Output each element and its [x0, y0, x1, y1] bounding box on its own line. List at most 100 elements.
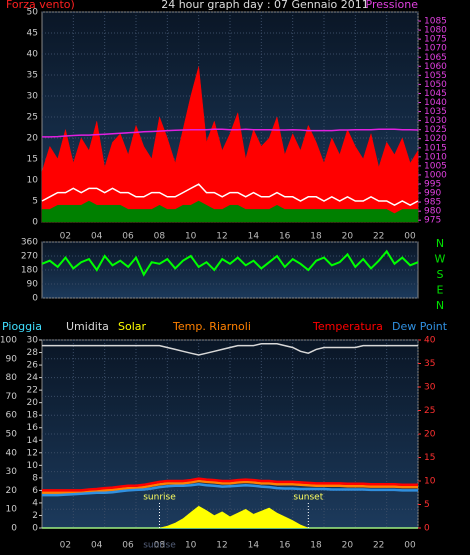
y-tick-label: 25: [27, 113, 38, 123]
y-tick-label: 0: [32, 294, 38, 304]
y-tick-label: 14: [27, 436, 39, 446]
chart-title: 24 hour graph day : 07 Gennaio 2011: [161, 0, 369, 11]
y-tick-label: 20: [6, 486, 18, 496]
y-tick-label: 10: [27, 176, 39, 186]
x-tick-label: 04: [91, 541, 103, 551]
compass-label: N: [436, 237, 444, 250]
y-tick-label: 180: [21, 266, 38, 276]
annotation: sunrise: [143, 493, 176, 503]
x-tick-label: 16: [279, 541, 291, 551]
x-tick-label: 14: [248, 232, 260, 242]
x-tick-label: 00: [404, 232, 416, 242]
legend-entry: Pioggia: [2, 320, 42, 333]
y-tick-label: 995: [424, 179, 441, 189]
x-tick-label: 00: [404, 541, 416, 551]
y-tick-label: 0: [11, 524, 17, 534]
x-tick-label: 04: [91, 232, 103, 242]
y-tick-label: 0: [32, 524, 38, 534]
compass-label: N: [436, 299, 444, 312]
x-tick-label: 22: [373, 232, 384, 242]
y-tick-label: 4: [32, 498, 38, 508]
compass-label: E: [437, 284, 444, 297]
x-tick-label: 10: [185, 541, 197, 551]
y2-axis-label: Pressione: [366, 0, 419, 11]
y-tick-label: 18: [27, 411, 39, 421]
y-tick-label: 1080: [424, 26, 447, 36]
series-line: [42, 479, 418, 495]
x-tick-label: 16: [279, 232, 291, 242]
y-tick-label: 1010: [424, 152, 447, 162]
y-tick-label: 5: [32, 197, 38, 207]
series-line: [42, 477, 418, 492]
y-tick-label: 975: [424, 216, 441, 226]
y-tick-label: 35: [424, 359, 435, 369]
y-tick-label: 1015: [424, 143, 447, 153]
x-tick-label: 18: [310, 541, 322, 551]
series-line: [41, 183, 419, 207]
x-tick-label: 20: [342, 232, 354, 242]
y-tick-label: 360: [21, 238, 38, 248]
annotation: sunset: [293, 493, 323, 503]
y-tick-label: 40: [424, 336, 436, 346]
y-tick-label: 1040: [424, 98, 447, 108]
x-tick-label: 22: [373, 541, 384, 551]
x-tick-label: 08: [154, 232, 166, 242]
legend-entry: Temp. Riarnoli: [172, 320, 251, 333]
y-tick-label: 8: [32, 473, 38, 483]
y-tick-label: 25: [424, 406, 435, 416]
y-tick-label: 16: [27, 423, 39, 433]
y-tick-label: 1070: [424, 44, 447, 54]
y-tick-label: 60: [6, 411, 18, 421]
x-tick-label: 02: [60, 232, 71, 242]
y-tick-label: 40: [6, 448, 18, 458]
x-tick-label: 06: [122, 232, 134, 242]
y-tick-label: 12: [27, 448, 38, 458]
x-tick-label: 12: [216, 232, 227, 242]
compass-label: S: [437, 268, 444, 281]
y-tick-label: 22: [27, 386, 38, 396]
y-tick-label: 15: [424, 453, 435, 463]
y-tick-label: 100: [0, 336, 17, 346]
y-tick-label: 2: [32, 511, 38, 521]
x-tick-label: 14: [248, 541, 260, 551]
y-tick-label: 10: [6, 505, 18, 515]
y-tick-label: 1005: [424, 161, 447, 171]
y-tick-label: 1020: [424, 134, 447, 144]
y-axis-label: Forza vento): [6, 0, 75, 11]
y-tick-label: 20: [27, 398, 39, 408]
x-tick-label: 08: [154, 541, 166, 551]
y-tick-label: 20: [27, 134, 39, 144]
annotation-axis: sunrise: [143, 541, 176, 551]
y-tick-label: 50: [27, 8, 39, 18]
y-tick-label: 10: [27, 461, 39, 471]
y-tick-label: 1085: [424, 17, 447, 27]
y-tick-label: 70: [6, 392, 18, 402]
y-tick-label: 990: [424, 189, 441, 199]
y-tick-label: 0: [32, 218, 38, 228]
y-tick-label: 30: [6, 467, 18, 477]
legend-entry: Solar: [118, 320, 147, 333]
series-line: [41, 249, 419, 277]
y-tick-label: 40: [27, 50, 39, 60]
y-tick-label: 90: [6, 354, 18, 364]
y-tick-label: 90: [27, 280, 39, 290]
series-line: [42, 483, 418, 497]
y-tick-label: 985: [424, 198, 441, 208]
y-tick-label: 80: [6, 373, 18, 383]
y-tick-label: 6: [32, 486, 38, 496]
y-tick-label: 45: [27, 29, 38, 39]
y-tick-label: 1030: [424, 116, 447, 126]
x-tick-label: 12: [216, 541, 227, 551]
y-tick-label: 1075: [424, 35, 447, 45]
y-tick-label: 15: [27, 155, 38, 165]
y-tick-label: 1050: [424, 80, 447, 90]
y-tick-label: 30: [424, 383, 436, 393]
series-area: [41, 200, 419, 223]
series-line: [42, 343, 418, 356]
y-tick-label: 1045: [424, 89, 447, 99]
series-area: [41, 66, 419, 223]
legend-entry: Umidita: [66, 320, 109, 333]
y-tick-label: 270: [21, 252, 38, 262]
y-tick-label: 1025: [424, 125, 447, 135]
